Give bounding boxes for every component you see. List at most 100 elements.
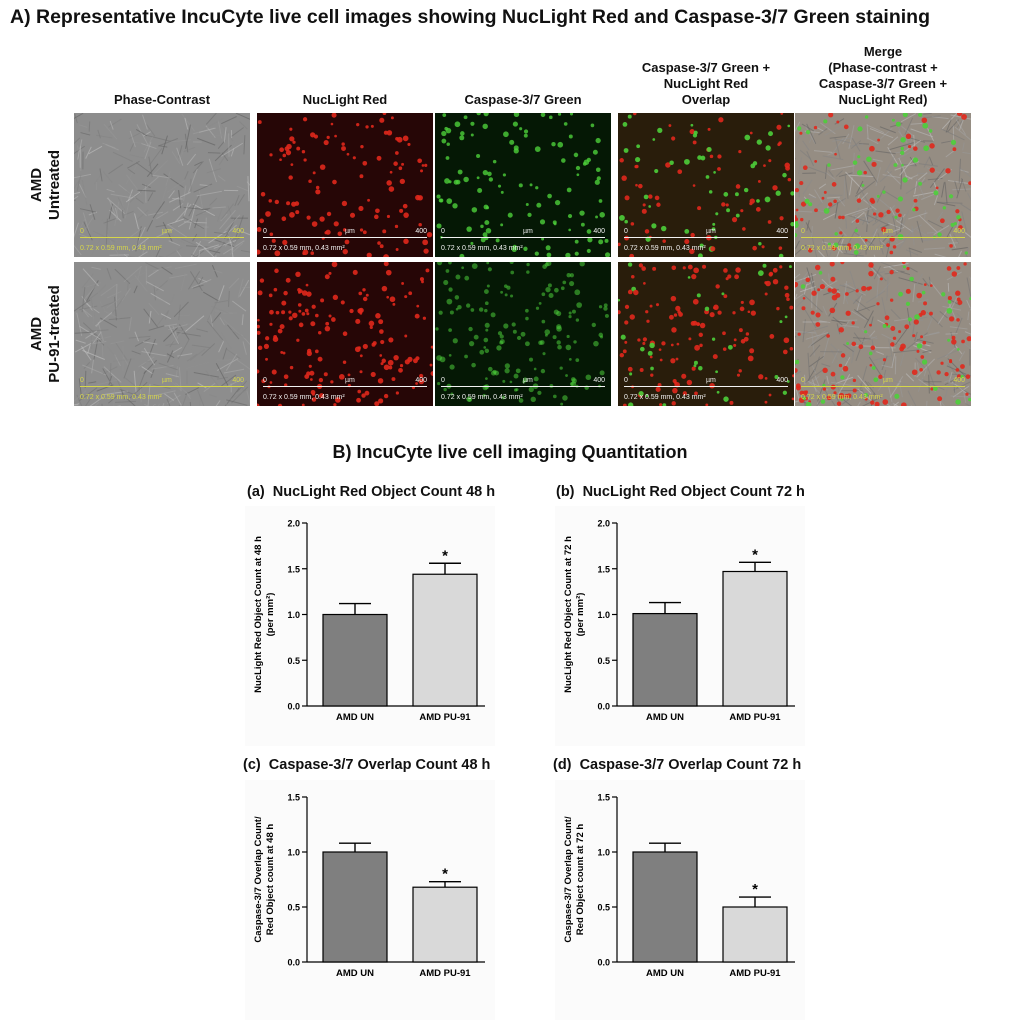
scale-bar-start: 0 <box>80 228 84 236</box>
scale-bar-line <box>441 237 605 238</box>
row-label-line: Untreated <box>46 113 64 257</box>
scale-bar-unit: µm <box>706 228 716 236</box>
scale-bar-line <box>263 386 427 387</box>
image-caption: 0.72 x 0.59 mm, 0.43 mm² <box>801 245 883 253</box>
row-label-line: PU-91-treated <box>46 262 64 406</box>
column-header-line: NucLight Red) <box>785 92 981 108</box>
significance-marker: * <box>442 866 448 883</box>
y-tick-label: 1.5 <box>597 564 610 574</box>
scale-bar-unit: µm <box>523 228 533 236</box>
scale-bar-line <box>624 237 788 238</box>
bar <box>413 887 477 962</box>
y-tick-label: 0.5 <box>287 656 300 666</box>
row-label-line: AMD <box>28 113 46 257</box>
scale-bar-start: 0 <box>80 377 84 385</box>
scale-bar-unit: µm <box>883 228 893 236</box>
scale-bar-end: 400 <box>776 228 788 236</box>
scale-bar-unit: µm <box>162 377 172 385</box>
bar <box>323 615 387 707</box>
scale-bar-line <box>80 237 244 238</box>
scale-bar-end: 400 <box>415 377 427 385</box>
scale-bar-unit: µm <box>345 377 355 385</box>
column-header-2: Caspase-3/7 Green <box>425 92 621 108</box>
image-caption: 0.72 x 0.59 mm, 0.43 mm² <box>263 394 345 402</box>
scale-bar: 0 µm 400 <box>441 231 605 243</box>
y-tick-label: 1.0 <box>287 848 300 858</box>
scale-bar-end: 400 <box>415 228 427 236</box>
scale-bar: 0 µm 400 <box>80 380 244 392</box>
bar <box>723 571 787 706</box>
bar <box>323 852 387 962</box>
panel-c-title: (c) Caspase-3/7 Overlap Count 48 h <box>243 757 490 773</box>
row-label-line: AMD <box>28 262 46 406</box>
y-tick-label: 0.5 <box>287 903 300 913</box>
scale-bar-end: 400 <box>953 377 965 385</box>
chart-b: NucLight Red Object Count at 72 h(per mm… <box>555 506 805 746</box>
scale-bar-end: 400 <box>953 228 965 236</box>
scale-bar-unit: µm <box>345 228 355 236</box>
y-axis-label: NucLight Red Object Count at 48 h(per mm… <box>253 536 276 693</box>
y-axis-label-line: Red Object count at 48 h <box>265 824 276 936</box>
y-axis-label-line: Caspase-3/7 Overlap Count/ <box>253 816 264 943</box>
scale-bar-start: 0 <box>441 228 445 236</box>
significance-marker: * <box>752 546 758 563</box>
image-caption: 0.72 x 0.59 mm, 0.43 mm² <box>441 394 523 402</box>
significance-marker: * <box>752 881 758 898</box>
scale-bar-end: 400 <box>593 377 605 385</box>
scale-bar-unit: µm <box>523 377 533 385</box>
bar <box>413 574 477 706</box>
y-tick-label: 1.5 <box>287 564 300 574</box>
micrograph-overlap-row0: 0 µm 400 0.72 x 0.59 mm, 0.43 mm² <box>618 113 794 257</box>
scale-bar-line <box>263 237 427 238</box>
y-axis-label-line: NucLight Red Object Count at 48 h <box>253 536 264 693</box>
scale-bar-line <box>624 386 788 387</box>
y-tick-label: 1.0 <box>597 610 610 620</box>
scale-bar-line <box>80 386 244 387</box>
bar <box>723 907 787 962</box>
figure-b-title: B) IncuCyte live cell imaging Quantitati… <box>0 442 1020 463</box>
y-axis-label-line: Caspase-3/7 Overlap Count/ <box>563 816 574 943</box>
column-header-line: Phase-Contrast <box>64 92 260 108</box>
x-tick-label: AMD PU-91 <box>729 712 781 723</box>
scale-bar-unit: µm <box>706 377 716 385</box>
x-tick-label: AMD UN <box>646 968 684 979</box>
y-axis-label-line: NucLight Red Object Count at 72 h <box>563 536 574 693</box>
scale-bar-end: 400 <box>593 228 605 236</box>
y-axis-label: Caspase-3/7 Overlap Count/Red Object cou… <box>563 816 586 943</box>
y-tick-label: 0.0 <box>597 702 610 712</box>
x-tick-label: AMD UN <box>646 712 684 723</box>
y-tick-label: 1.5 <box>287 793 300 803</box>
y-tick-label: 1.0 <box>597 848 610 858</box>
x-tick-label: AMD PU-91 <box>419 968 471 979</box>
scale-bar-line <box>801 386 965 387</box>
y-tick-label: 2.0 <box>287 519 300 529</box>
column-header-1: NucLight Red <box>247 92 443 108</box>
image-caption: 0.72 x 0.59 mm, 0.43 mm² <box>80 245 162 253</box>
panel-b-title: (b) NucLight Red Object Count 72 h <box>556 484 805 500</box>
scale-bar-end: 400 <box>232 377 244 385</box>
y-tick-label: 0.5 <box>597 903 610 913</box>
column-header-line: Caspase-3/7 Green + <box>608 60 804 76</box>
chart-a: NucLight Red Object Count at 48 h(per mm… <box>245 506 495 746</box>
scale-bar-unit: µm <box>162 228 172 236</box>
figure-a-title: A) Representative IncuCyte live cell ima… <box>10 6 1015 29</box>
image-caption: 0.72 x 0.59 mm, 0.43 mm² <box>624 245 706 253</box>
scale-bar-start: 0 <box>263 228 267 236</box>
scale-bar-line <box>441 386 605 387</box>
panel-d-title: (d) Caspase-3/7 Overlap Count 72 h <box>553 757 801 773</box>
y-axis-label-line: (per mm²) <box>265 593 276 637</box>
scale-bar-start: 0 <box>624 228 628 236</box>
y-axis-label: NucLight Red Object Count at 72 h(per mm… <box>563 536 586 693</box>
y-axis-label-line: (per mm²) <box>575 593 586 637</box>
